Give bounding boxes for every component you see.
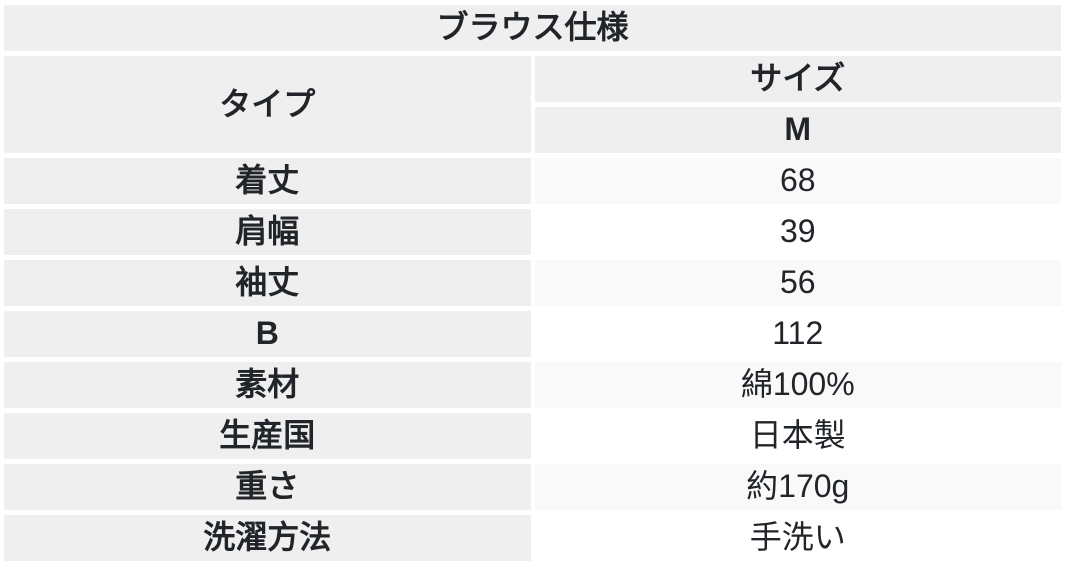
table-title: ブラウス仕様 bbox=[4, 5, 1061, 51]
header-row-size-label: タイプ サイズ bbox=[4, 56, 1061, 153]
table-row: 肩幅 39 bbox=[4, 209, 1061, 255]
spec-row-label: 素材 bbox=[4, 362, 531, 408]
spec-row-value: 68 bbox=[534, 158, 1061, 204]
spec-row-value: 手洗い bbox=[534, 515, 1061, 561]
type-header-cell: タイプ bbox=[4, 56, 531, 153]
spec-row-value: 39 bbox=[534, 209, 1061, 255]
spec-row-value: 112 bbox=[534, 311, 1061, 357]
spec-row-value: 日本製 bbox=[534, 413, 1061, 459]
header-row-size-value: M bbox=[4, 107, 1061, 153]
table-row: 生産国 日本製 bbox=[4, 413, 1061, 459]
title-row: ブラウス仕様 bbox=[4, 5, 1061, 51]
spec-row-value: 56 bbox=[534, 260, 1061, 306]
table-row: 素材 綿100% bbox=[4, 362, 1061, 408]
spec-row-label: 洗濯方法 bbox=[4, 515, 531, 561]
spec-row-value: 綿100% bbox=[534, 362, 1061, 408]
table-row: 洗濯方法 手洗い bbox=[4, 515, 1061, 561]
size-value-cell: M bbox=[534, 107, 1061, 153]
spec-row-label: 着丈 bbox=[4, 158, 531, 204]
size-header-cell: サイズ bbox=[534, 56, 1061, 102]
table-row: 袖丈 56 bbox=[4, 260, 1061, 306]
spec-row-label: 肩幅 bbox=[4, 209, 531, 255]
spec-row-label: 袖丈 bbox=[4, 260, 531, 306]
table-row: B 112 bbox=[4, 311, 1061, 357]
spec-row-label: 生産国 bbox=[4, 413, 531, 459]
spec-row-label: B bbox=[4, 311, 531, 357]
table-row: 着丈 68 bbox=[4, 158, 1061, 204]
table-row: 重さ 約170g bbox=[4, 464, 1061, 510]
spec-row-label: 重さ bbox=[4, 464, 531, 510]
spec-row-value: 約170g bbox=[534, 464, 1061, 510]
